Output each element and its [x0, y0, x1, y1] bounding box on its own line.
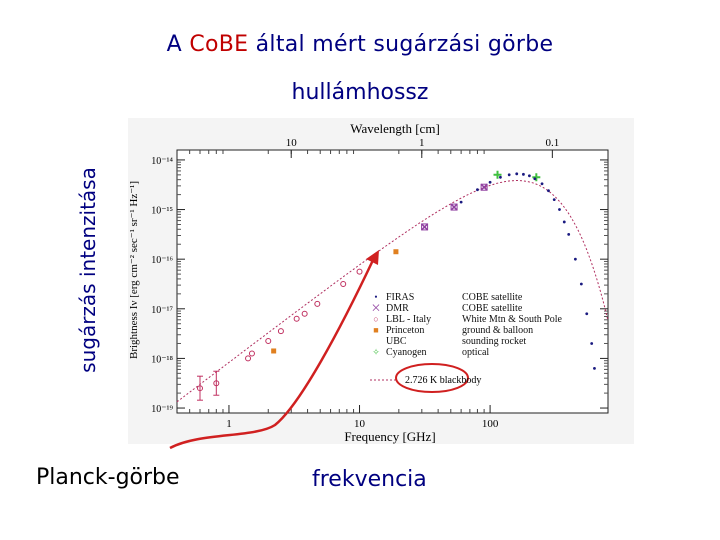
model-label: 2.726 K blackbody: [405, 375, 481, 386]
dmr-point-box: [421, 223, 429, 231]
firas-point: [552, 198, 556, 202]
firas-point: [540, 182, 544, 186]
y-tick-label: 10⁻¹⁹: [151, 404, 173, 415]
data-points: [196, 170, 596, 401]
y-tick-label: 10⁻¹⁷: [151, 305, 173, 316]
x-tick-label: 1: [226, 418, 232, 430]
firas-point: [476, 188, 479, 192]
legend-symbol: •: [374, 292, 377, 302]
legend-instrument: White Mtn & South Pole: [462, 314, 563, 325]
plot-frame: [128, 118, 634, 444]
legend-symbol: ○: [373, 314, 378, 324]
firas-point: [547, 189, 550, 193]
legend-name: Cyanogen: [386, 347, 427, 358]
legend-name: LBL - Italy: [386, 314, 431, 325]
firas-point: [573, 257, 577, 261]
firas-point: [515, 172, 519, 176]
lbl-point: [340, 280, 347, 287]
lbl-point: [248, 350, 255, 357]
dmr-point: [421, 223, 429, 231]
legend: • FIRAS COBE satellite ⨉ DMR COBE satellite ○ L…: [370, 292, 563, 381]
lbl-point: [265, 338, 272, 345]
firas-point: [585, 312, 589, 316]
legend-instrument: optical: [462, 347, 489, 358]
lbl-point: [213, 380, 220, 387]
y-tick-label: 10⁻¹⁸: [151, 354, 173, 365]
axis-ticks: 1 10 100 10 1 0.1 10⁻¹⁴ 10⁻¹⁵ 10⁻¹⁶ 10⁻¹⁷ 10⁻¹⁸ 10⁻…: [151, 137, 608, 430]
firas-point: [533, 177, 537, 181]
lbl-point: [245, 355, 252, 362]
x-tick-label: 100: [482, 418, 499, 430]
legend-name: FIRAS: [386, 292, 414, 303]
cyanogen-point: [532, 173, 541, 182]
top-axis-label: Wavelength [cm]: [350, 121, 440, 136]
slide-title-suffix: által mért sugárzási görbe: [248, 32, 554, 57]
x-tick-label: 10: [354, 418, 366, 430]
top-tick-label: 10: [286, 137, 298, 149]
firas-point: [527, 174, 531, 178]
dmr-point: [480, 183, 488, 191]
princeton-point: [393, 249, 399, 255]
dmr-point-box: [480, 183, 488, 191]
firas-point: [507, 173, 511, 177]
firas-point: [590, 342, 594, 345]
slide-title-prefix: A: [166, 32, 190, 57]
cyanogen-point: [493, 170, 502, 179]
lbl-point: [196, 385, 203, 392]
lbl-point: [314, 300, 321, 307]
x-axis-label: Frequency [GHz]: [344, 429, 435, 444]
lbl-point: [356, 268, 363, 275]
legend-symbol: ✧: [372, 347, 380, 357]
legend-name: UBC: [386, 336, 407, 347]
firas-point: [499, 175, 502, 179]
caption-planck: Planck-görbe: [36, 465, 180, 490]
legend-instrument: sounding rocket: [462, 336, 526, 347]
firas-point: [562, 220, 566, 224]
lbl-point: [293, 315, 300, 322]
firas-point: [593, 366, 596, 370]
slide-title-accent: CoBE: [189, 32, 249, 57]
top-tick-label: 1: [419, 137, 425, 149]
firas-point: [522, 172, 525, 176]
princeton-point: [271, 348, 277, 354]
y-tick-label: 10⁻¹⁴: [151, 156, 173, 167]
legend-name: Princeton: [386, 325, 424, 336]
legend-instrument: ground & balloon: [462, 325, 533, 336]
blackbody-curve: [176, 180, 609, 403]
legend-symbol: ⨉: [372, 303, 379, 313]
firas-point: [567, 232, 571, 236]
plot-area: [176, 149, 609, 414]
planck-arrowhead: [366, 250, 379, 265]
firas-point: [558, 208, 561, 211]
lbl-point: [301, 310, 308, 317]
top-tick-label: 0.1: [545, 137, 559, 149]
lbl-point: [277, 328, 284, 335]
y-axis-label: Brightness Iν [erg cm⁻² sec⁻¹ sr⁻¹ Hz⁻¹]: [128, 181, 140, 359]
firas-point: [579, 282, 583, 286]
planck-arrow-line: [169, 257, 376, 450]
firas-point: [488, 180, 492, 184]
legend-name: DMR: [386, 303, 409, 314]
caption-wavelength: hullámhossz: [291, 80, 429, 105]
caption-frequency: frekvencia: [312, 467, 427, 492]
dmr-point: [450, 203, 458, 211]
blackbody-line: [176, 180, 609, 403]
y-tick-label: 10⁻¹⁵: [151, 206, 173, 217]
slide-title: A CoBE által mért sugárzási görbe: [0, 32, 720, 57]
y-tick-label: 10⁻¹⁶: [151, 255, 173, 266]
model-highlight-ellipse: [395, 363, 469, 393]
legend-symbol: ■: [373, 325, 378, 335]
dmr-point-box: [450, 203, 458, 211]
annotation-arrows: [169, 250, 469, 450]
legend-instrument: COBE satellite: [462, 303, 523, 314]
firas-point: [459, 200, 463, 204]
legend-instrument: COBE satellite: [462, 292, 523, 303]
